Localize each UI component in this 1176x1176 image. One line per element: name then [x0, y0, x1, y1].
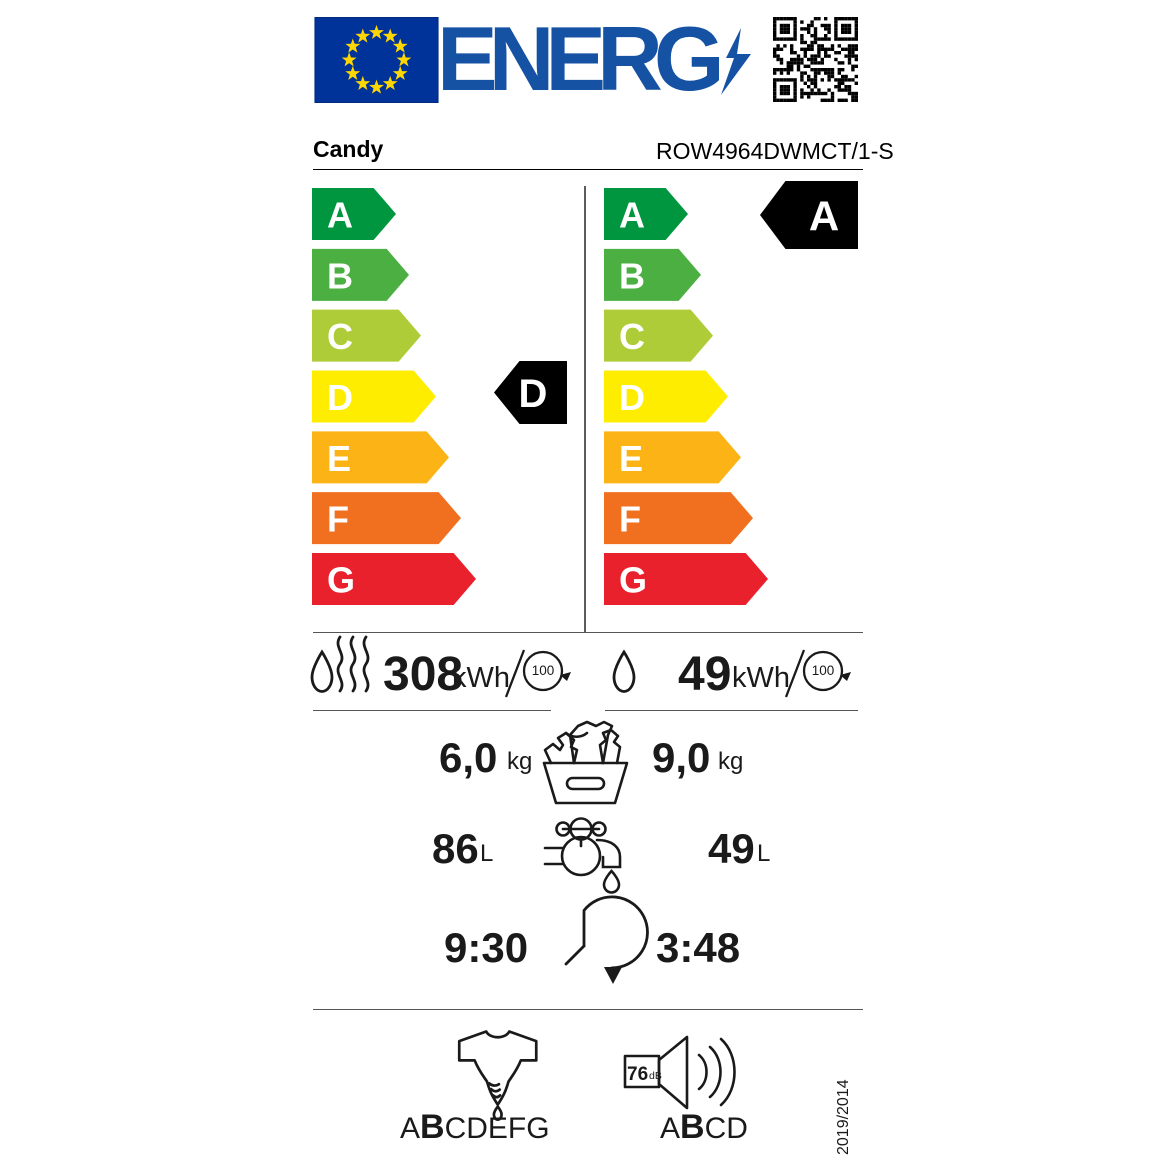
svg-text:ABCDEFG: ABCDEFG — [400, 1108, 550, 1146]
svg-text:ABCD: ABCD — [660, 1108, 748, 1146]
svg-text:76: 76 — [627, 1064, 648, 1085]
svg-text:2019/2014: 2019/2014 — [835, 1079, 852, 1155]
